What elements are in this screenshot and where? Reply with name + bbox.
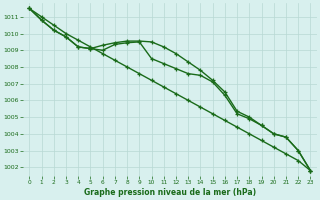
X-axis label: Graphe pression niveau de la mer (hPa): Graphe pression niveau de la mer (hPa) [84,188,256,197]
